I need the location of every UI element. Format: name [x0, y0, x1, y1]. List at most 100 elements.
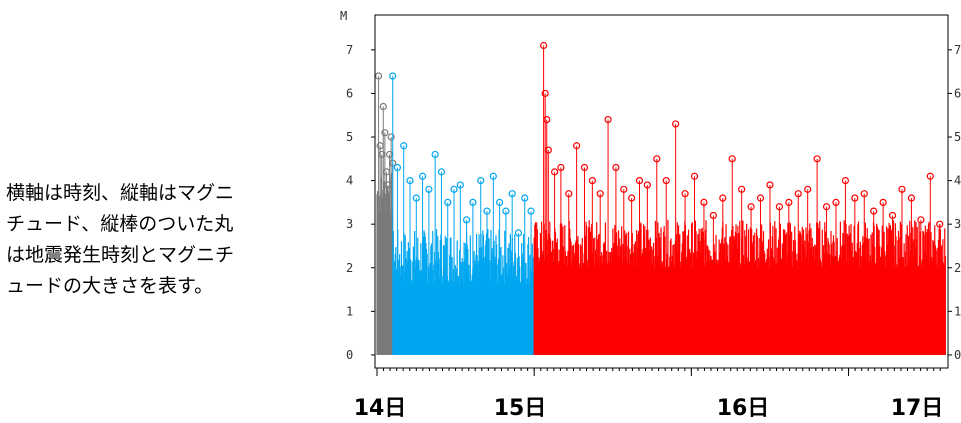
- event-marker: [620, 185, 628, 193]
- event-marker: [381, 129, 389, 137]
- event-marker: [551, 168, 559, 176]
- y-tick-label: 5: [346, 130, 353, 144]
- event-marker: [643, 181, 651, 189]
- x-day-label: 17日: [891, 396, 944, 421]
- event-marker: [431, 150, 439, 159]
- event-marker: [393, 163, 402, 172]
- event-marker: [541, 89, 549, 98]
- event-marker: [612, 163, 620, 172]
- event-marker: [450, 185, 458, 193]
- event-marker: [456, 181, 464, 189]
- right-y-tick-label: 1: [954, 304, 961, 318]
- right-y-tick-label: 5: [954, 130, 961, 144]
- event-marker: [400, 142, 408, 150]
- y-axis-label: M: [340, 9, 347, 23]
- event-marker: [936, 220, 944, 228]
- event-marker: [766, 181, 774, 189]
- event-marker: [794, 190, 802, 198]
- event-marker: [898, 185, 906, 193]
- stem-series: [374, 41, 944, 355]
- event-marker: [700, 198, 708, 206]
- event-marker: [521, 194, 529, 202]
- event-marker: [662, 177, 670, 185]
- event-marker: [926, 172, 934, 180]
- event-marker: [832, 198, 840, 206]
- event-marker: [573, 142, 581, 150]
- y-tick-label: 0: [346, 348, 353, 362]
- event-marker: [557, 163, 565, 172]
- event-marker: [690, 172, 699, 180]
- y-tick-label: 7: [346, 43, 353, 57]
- event-marker: [588, 177, 596, 185]
- event-marker: [888, 211, 897, 220]
- event-marker: [540, 41, 548, 50]
- event-marker: [813, 155, 821, 163]
- x-day-label: 15日: [494, 396, 547, 421]
- event-marker: [728, 155, 736, 163]
- y-tick-label: 1: [346, 304, 353, 318]
- right-y-tick-label: 4: [954, 174, 961, 188]
- event-marker: [628, 194, 636, 202]
- event-marker: [412, 194, 420, 202]
- event-marker: [775, 203, 783, 211]
- event-marker: [580, 163, 589, 172]
- event-marker: [719, 194, 727, 202]
- y-tick-label: 4: [346, 174, 353, 188]
- event-marker: [437, 168, 446, 176]
- event-marker: [483, 207, 491, 215]
- event-marker: [709, 211, 717, 220]
- event-marker: [489, 172, 497, 180]
- x-axis-day-labels: 14日 15日 16日 17日: [354, 396, 944, 421]
- event-marker: [543, 115, 551, 124]
- event-marker: [477, 177, 485, 185]
- event-marker: [527, 207, 535, 215]
- event-marker: [907, 194, 916, 202]
- event-marker: [425, 185, 433, 193]
- event-marker: [496, 198, 504, 206]
- event-marker: [860, 190, 868, 198]
- right-y-tick-label: 2: [954, 261, 961, 275]
- right-y-axis-ticks: 0 1 2 3 4 5 6 7: [948, 43, 961, 362]
- event-marker: [418, 172, 427, 180]
- right-y-tick-label: 6: [954, 86, 961, 100]
- event-marker: [462, 216, 471, 224]
- event-marker: [387, 133, 395, 141]
- event-marker: [672, 120, 680, 128]
- event-marker: [374, 72, 383, 80]
- event-marker: [379, 102, 387, 111]
- event-marker: [502, 207, 510, 215]
- caption-text: 横軸は時刻、縦軸はマグニ チュード、縦棒のついた丸 は地震発生時刻とマグニチ ュ…: [6, 182, 235, 297]
- x-day-label: 16日: [717, 396, 770, 421]
- event-marker: [738, 185, 746, 193]
- y-tick-label: 6: [346, 86, 353, 100]
- event-marker: [785, 198, 793, 206]
- event-marker: [917, 216, 925, 224]
- event-marker: [469, 198, 477, 206]
- y-tick-label: 3: [346, 217, 353, 231]
- event-marker: [822, 203, 831, 211]
- event-marker: [747, 203, 755, 211]
- event-marker: [879, 198, 887, 206]
- event-marker: [389, 72, 397, 80]
- event-marker: [604, 115, 612, 124]
- event-marker: [841, 177, 850, 185]
- right-y-tick-label: 3: [954, 217, 961, 231]
- event-marker: [444, 198, 452, 206]
- y-axis-ticks: 0 1 2 3 4 5 6 7: [346, 43, 375, 362]
- dense-stem-fill: [376, 173, 946, 355]
- event-marker: [406, 177, 414, 185]
- event-marker: [635, 177, 644, 185]
- event-marker: [653, 155, 661, 163]
- event-marker: [804, 185, 812, 193]
- event-marker: [596, 190, 604, 198]
- x-day-label: 14日: [354, 396, 407, 421]
- event-marker: [514, 229, 523, 237]
- x-axis-ticks: [376, 368, 941, 376]
- right-y-tick-label: 0: [954, 348, 961, 362]
- event-marker: [756, 194, 765, 202]
- plot-frame: [374, 14, 949, 369]
- event-marker: [508, 190, 516, 198]
- y-tick-label: 2: [346, 261, 353, 275]
- event-marker: [870, 207, 878, 215]
